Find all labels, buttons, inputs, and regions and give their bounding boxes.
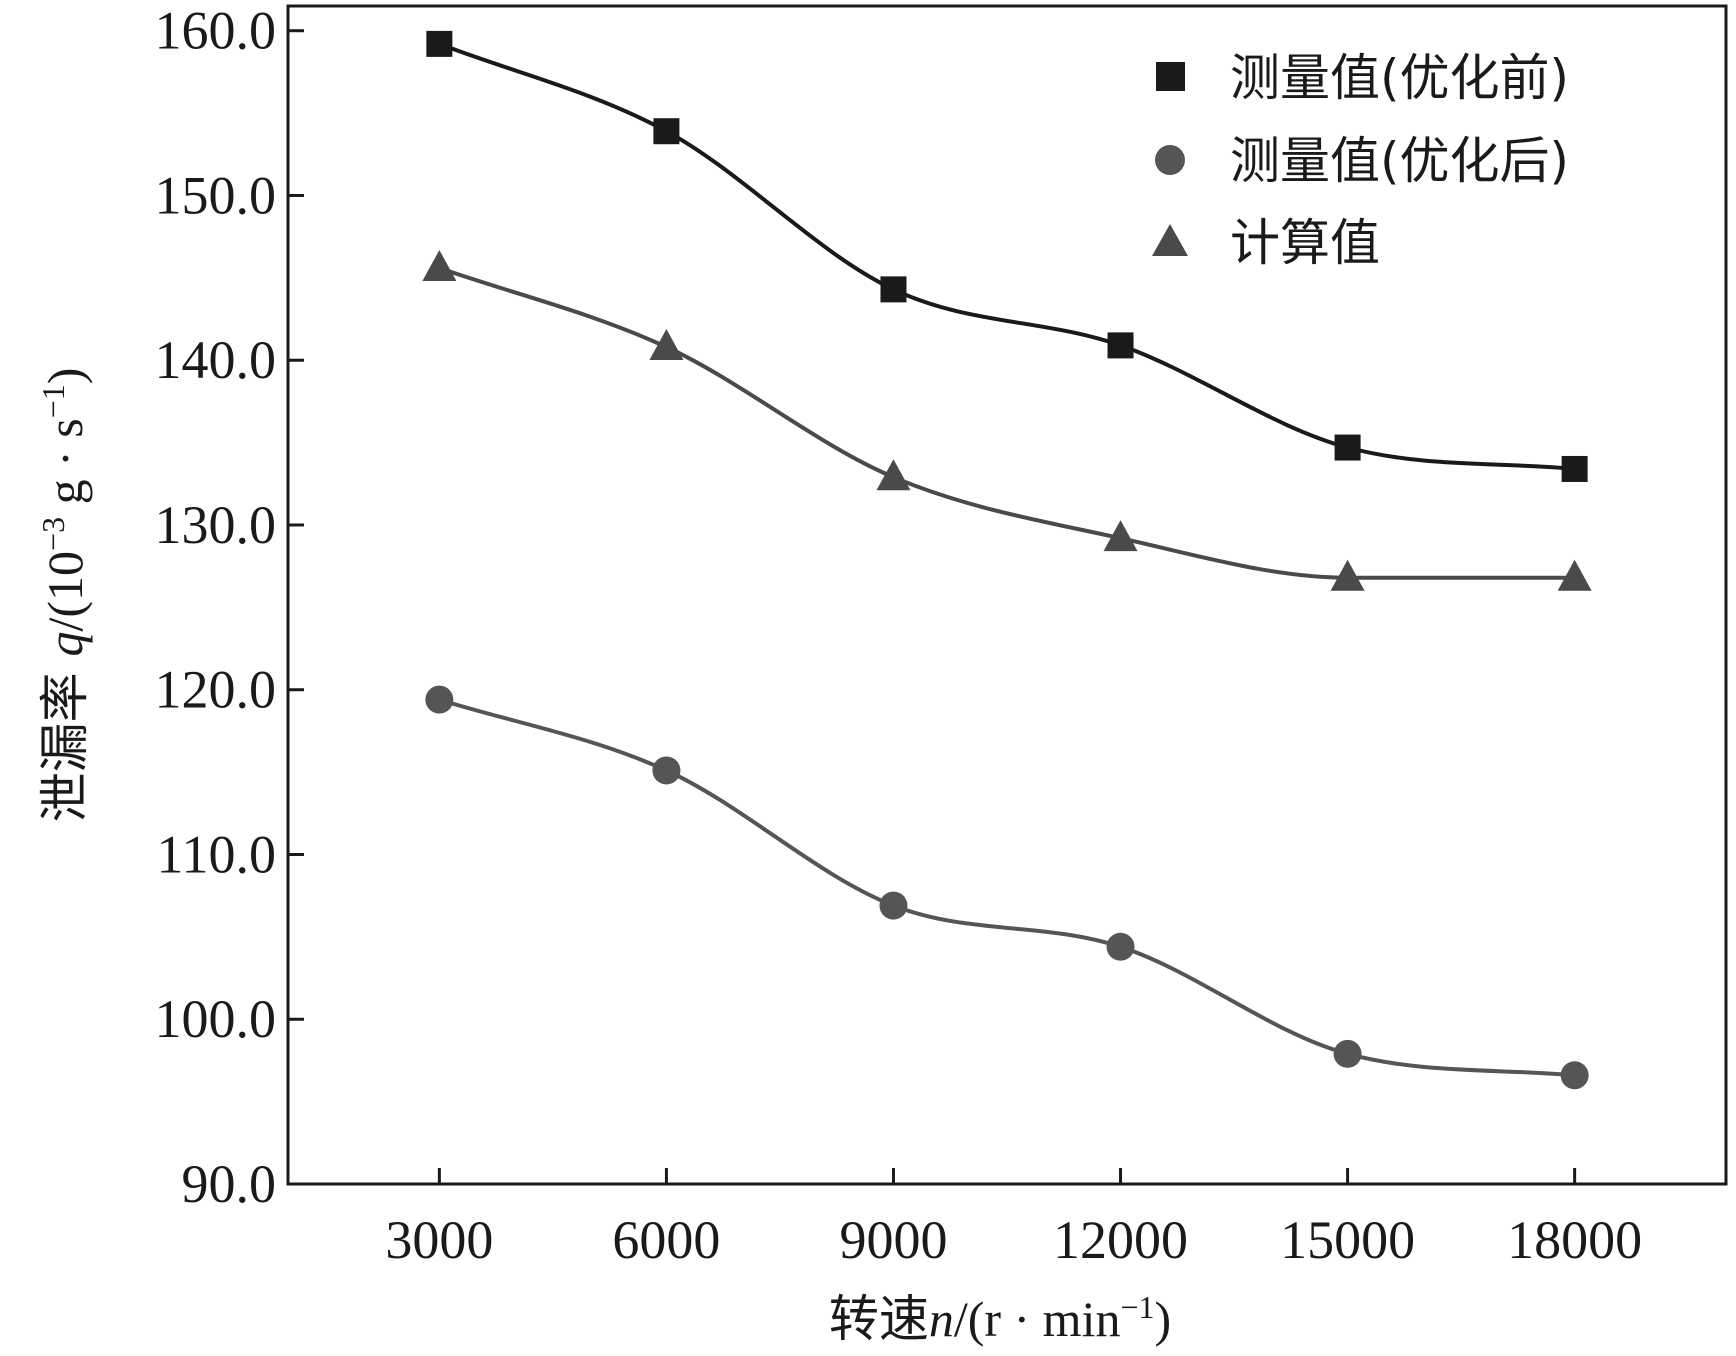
legend-marker-circle: [1155, 145, 1185, 175]
data-point-circle: [1560, 1061, 1589, 1090]
series-line-triangle: [438, 266, 1575, 580]
y-tick-label: 90.0: [182, 1154, 277, 1214]
data-point-square: [653, 118, 680, 145]
y-axis: 90.0 100.0 110.0 120.0 130.0 140.0 150.0 160.0: [155, 1, 304, 1214]
data-point-square: [1561, 455, 1588, 482]
data-point-square: [426, 30, 453, 57]
y-tick-label: 100.0: [155, 989, 277, 1049]
data-point-triangle: [649, 329, 684, 361]
y-tick-label: 140.0: [155, 330, 277, 390]
plot-frame: [286, 4, 1728, 1186]
x-axis-label: 转速n/(r · min−1): [829, 1289, 1171, 1348]
data-point-circle: [652, 756, 681, 785]
series-line-square: [438, 42, 1575, 471]
data-point-triangle: [422, 249, 457, 281]
x-tick-label: 12000: [1053, 1210, 1188, 1270]
y-tick-label: 160.0: [155, 1, 277, 61]
legend: 测量值(优化前) 测量值(优化后) 计算值: [1152, 49, 1569, 272]
data-point-triangle: [1103, 520, 1138, 552]
data-point-triangle: [1330, 559, 1365, 591]
x-tick-label: 15000: [1280, 1210, 1415, 1270]
legend-label-calc: 计算值: [1230, 214, 1380, 272]
x-tick-label: 9000: [839, 1210, 947, 1270]
x-tick-label: 6000: [612, 1210, 720, 1270]
legend-marker-square: [1156, 62, 1185, 91]
legend-label-after: 测量值(优化后): [1230, 132, 1569, 190]
y-tick-label: 150.0: [155, 165, 277, 225]
data-point-square: [1334, 434, 1361, 461]
data-point-circle: [1106, 932, 1135, 961]
legend-marker-triangle: [1152, 224, 1188, 256]
series-line-circle: [438, 697, 1575, 1078]
data-point-circle: [425, 685, 454, 714]
y-tick-label: 130.0: [155, 495, 277, 555]
legend-label-before: 测量值(优化前): [1230, 49, 1569, 107]
data-point-circle: [1333, 1039, 1362, 1068]
series-layer: [422, 30, 1592, 1090]
data-point-square: [1107, 332, 1134, 359]
data-point-triangle: [876, 459, 911, 491]
data-point-triangle: [1557, 559, 1592, 591]
data-point-circle: [879, 891, 908, 920]
data-point-square: [880, 276, 907, 303]
x-axis: 3000 6000 9000 12000 15000 18000: [385, 1168, 1642, 1270]
x-tick-label: 3000: [385, 1210, 493, 1270]
y-tick-label: 110.0: [157, 824, 277, 884]
y-tick-label: 120.0: [155, 660, 277, 720]
x-tick-label: 18000: [1507, 1210, 1642, 1270]
y-axis-label: 泄漏率 q/(10−3 g · s−1): [35, 368, 94, 823]
